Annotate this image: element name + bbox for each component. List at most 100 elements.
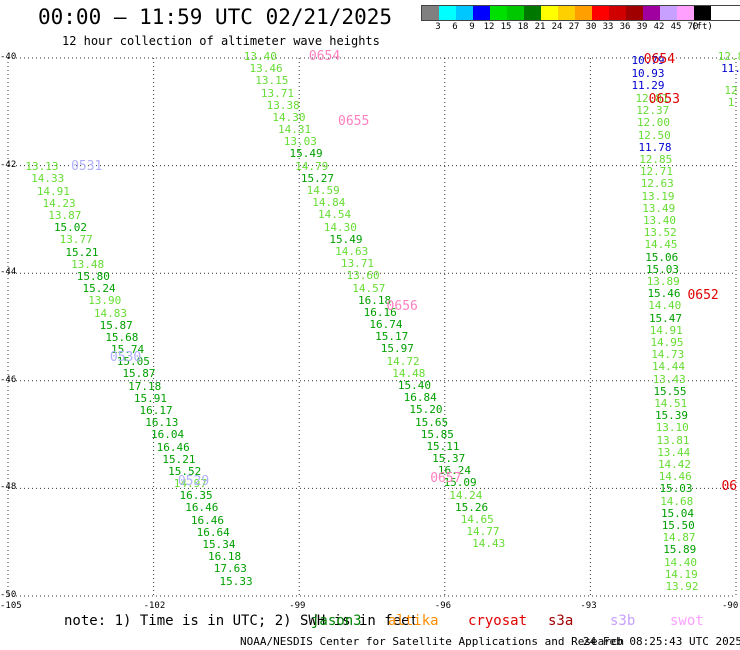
legend-swatch: [626, 6, 643, 20]
legend-swatch: [677, 6, 694, 20]
legend-swatch: [507, 6, 524, 20]
swh-value: 13.10: [655, 421, 689, 435]
swh-value: 13.43: [652, 372, 686, 386]
legend-tick-label: (ft): [691, 22, 713, 32]
swh-value: 13.46: [249, 62, 283, 76]
swh-value: 16.46: [156, 440, 190, 454]
note-text: note: 1) Time is in UTC; 2) SWH is in fe…: [64, 613, 419, 629]
swh-value: 12.85: [639, 153, 673, 167]
swh-value: 15.87: [99, 318, 133, 332]
lon-tick-label: -105: [0, 601, 22, 611]
swh-value: 13.77: [59, 233, 93, 247]
legend-swatches: [421, 5, 740, 21]
swh-value: 14.65: [460, 513, 494, 527]
lat-tick-label: -40: [0, 52, 17, 62]
legend-tick-label: 21: [534, 22, 546, 32]
pass-label: 0655: [338, 113, 370, 129]
swh-value: 13.92: [665, 580, 699, 594]
swh-value: 14.97: [173, 477, 207, 491]
swh-value: 16.64: [196, 526, 230, 540]
swh-value: 15.46: [647, 287, 681, 301]
legend-tick-label: 39: [636, 22, 648, 32]
legend-swatch: [456, 6, 473, 20]
swh-value: 15.40: [397, 379, 432, 393]
pass-label: 0531: [71, 159, 103, 175]
swh-value: 15.50: [661, 519, 695, 533]
swh-value: 11.: [721, 62, 740, 76]
swh-value: 13.48: [71, 257, 105, 271]
mission-label: cryosat: [468, 613, 528, 629]
page-subtitle: 12 hour collection of altimeter wave hei…: [62, 34, 380, 48]
swh-value: 14.84: [312, 196, 346, 210]
swh-value: 14.43: [472, 537, 506, 551]
lat-tick-label: -50: [0, 590, 17, 600]
legend-swatch: [609, 6, 626, 20]
legend-tick-label: 33: [602, 22, 614, 32]
swh-value: 15.47: [648, 311, 683, 325]
pass-label: 0652: [687, 288, 719, 304]
swh-value: 14.23: [42, 197, 76, 211]
swh-value: 10.93: [631, 66, 665, 80]
swh-value: 14.40: [648, 299, 682, 313]
swh-value: 14.68: [660, 494, 694, 508]
swh-value: 15.89: [663, 543, 697, 557]
swh-value: 15.49: [289, 147, 323, 161]
swh-value: 15.55: [653, 384, 687, 398]
mission-label: jason3: [311, 613, 362, 629]
swh-value: 13.60: [346, 269, 380, 283]
pass-label: 0653: [648, 92, 680, 108]
swh-value: 15.21: [65, 245, 99, 259]
swh-value: 13.71: [260, 86, 295, 100]
footer-timestamp: 24 Feb 08:25:43 UTC 2025: [583, 635, 740, 648]
legend-swatch: [660, 6, 677, 20]
swh-value: 13.52: [643, 226, 677, 240]
swh-value: 14.30: [323, 220, 357, 234]
swh-value: 12.50: [637, 128, 671, 142]
legend-tick-label: 9: [469, 22, 475, 32]
swh-value: 14.30: [272, 111, 306, 125]
swh-value: 12.81: [635, 92, 669, 106]
swh-value: 12.71: [639, 165, 674, 179]
legend-tick-label: 15: [500, 22, 512, 32]
swh-value: 14.91: [649, 323, 683, 337]
legend-tick-label: 30: [585, 22, 597, 32]
legend-tick-label: 6: [452, 22, 458, 32]
swh-value: 15.17: [375, 330, 409, 344]
swh-value: 14.91: [36, 184, 70, 198]
swh-value: 16.84: [403, 391, 437, 405]
color-legend: 3 6 9 12 15 18 21 24 27 30 33 36 39 42 45 70 (ft): [421, 5, 740, 35]
swh-value: 14.44: [651, 360, 686, 374]
swh-value: 13.49: [642, 201, 676, 215]
swh-value: 13.81: [656, 433, 690, 447]
swh-value: 12.37: [636, 104, 670, 118]
lon-tick-label: -90: [722, 601, 739, 611]
swh-value: 15.03: [645, 262, 680, 276]
lon-tick-label: -93: [580, 601, 597, 611]
legend-swatch: [524, 6, 541, 20]
swh-value: 15.49: [329, 232, 363, 246]
legend-tick-label: 3: [435, 22, 441, 32]
swh-value: 13.71: [340, 257, 374, 271]
swh-value: 15.52: [168, 465, 202, 479]
swh-value: 13.13: [25, 160, 59, 174]
pass-label: 0657: [430, 471, 462, 487]
swh-value: 1: [727, 96, 735, 110]
swh-value: 15.27: [300, 172, 334, 186]
swh-value: 14.33: [31, 172, 65, 186]
swh-value: 14.83: [93, 306, 128, 320]
legend-swatch: [422, 6, 439, 20]
swh-value: 16.16: [363, 306, 397, 320]
lat-tick-label: -48: [0, 482, 17, 493]
swh-value: 12.63: [640, 177, 674, 191]
legend-tick-label: 70: [687, 22, 699, 32]
swh-value: 15.26: [454, 501, 489, 515]
swh-value: 17.63: [213, 562, 247, 576]
swh-value: 15.33: [219, 574, 253, 588]
swh-value: 17.18: [128, 379, 162, 393]
swh-value: 15.34: [202, 538, 236, 552]
swh-value: 15.85: [420, 427, 454, 441]
swh-value: 16.35: [179, 489, 213, 503]
swh-value: 16.17: [139, 404, 173, 418]
swh-value: 14.77: [466, 525, 500, 539]
